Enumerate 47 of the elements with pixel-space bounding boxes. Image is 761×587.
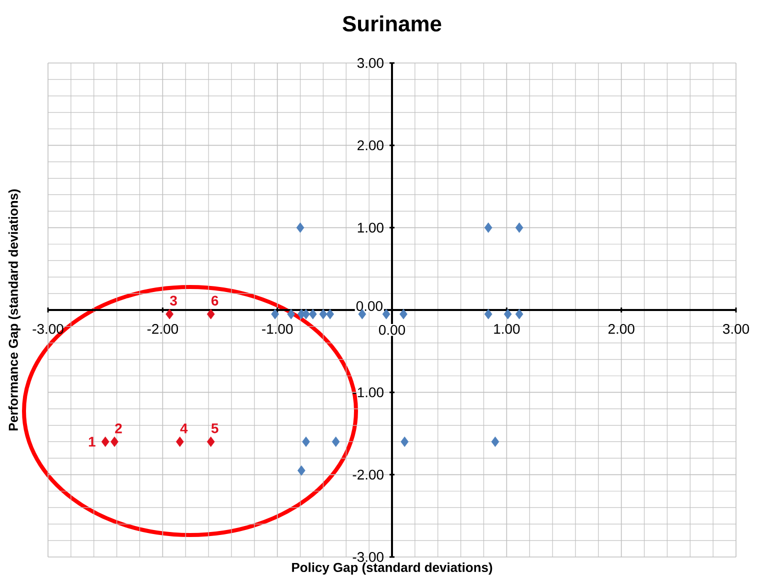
annotation: 5: [211, 423, 218, 434]
point: [491, 436, 500, 447]
point: [101, 436, 110, 447]
point: [504, 308, 512, 320]
chart-title: Suriname: [342, 15, 442, 32]
point: [332, 436, 340, 447]
point: [110, 436, 118, 447]
point: [382, 308, 390, 320]
x-tick-label: 3.00: [722, 324, 750, 334]
point: [297, 465, 306, 476]
point: [400, 308, 408, 320]
y-tick-label: 3.00: [357, 58, 384, 68]
y-tick-label: -2.00: [352, 470, 384, 480]
x-tick-label: 0.00: [378, 324, 406, 335]
point: [206, 308, 215, 320]
point: [515, 222, 524, 233]
y-tick-label: 2.00: [358, 140, 384, 150]
x-tick-label: -2.00: [147, 324, 178, 334]
point: [166, 308, 174, 320]
annotation: 6: [211, 296, 218, 306]
point: [302, 436, 310, 447]
point: [326, 308, 334, 320]
point: [302, 308, 310, 320]
point: [484, 222, 492, 233]
point: [296, 222, 304, 233]
y-tick-label: 1.00: [358, 222, 384, 233]
point: [400, 436, 409, 447]
annotation: 1: [88, 436, 96, 447]
point: [319, 308, 328, 320]
y-tick-label: 0.00: [356, 301, 382, 312]
annotation: 3: [170, 296, 177, 306]
x-tick-label: 2.00: [608, 324, 634, 334]
point: [308, 308, 317, 320]
point: [176, 436, 184, 447]
x-tick-label: -3.00: [32, 324, 64, 334]
x-tick-label: -1.00: [262, 324, 293, 334]
x-tick-label: 1.00: [494, 324, 520, 334]
point: [206, 436, 215, 447]
point: [271, 308, 279, 320]
annotation: 4: [180, 424, 188, 434]
y-axis-title: Performance Gap (standard deviations): [8, 189, 20, 430]
point: [515, 308, 524, 320]
y-tick-label: -3.00: [352, 552, 384, 562]
annotation: 2: [115, 423, 122, 434]
point: [287, 308, 296, 320]
x-axis-title: Policy Gap (standard deviations): [292, 562, 492, 575]
point: [484, 308, 492, 320]
